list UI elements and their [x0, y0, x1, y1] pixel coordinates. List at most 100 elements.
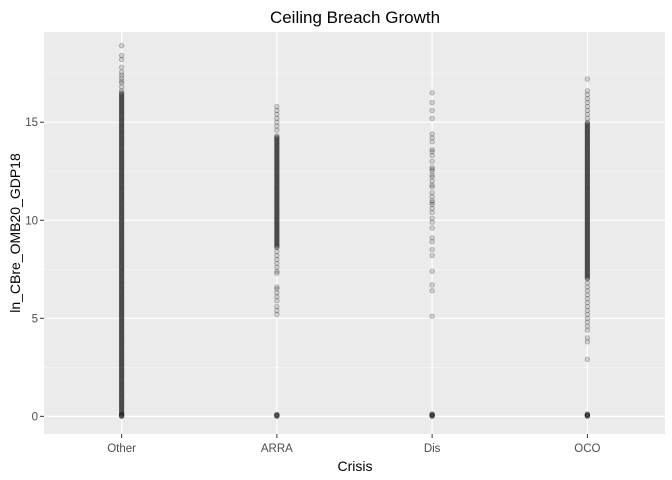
data-point: [118, 332, 125, 338]
data-point: [584, 203, 591, 210]
data-point: [274, 193, 280, 199]
data-point: [584, 214, 591, 221]
data-point: [118, 412, 125, 419]
data-point: [118, 359, 125, 366]
axis-ticks: 0 5 10 15 Other ARRA Dis OCO: [25, 117, 600, 455]
data-point: [118, 189, 125, 195]
data-point: [429, 194, 435, 200]
data-point: [118, 387, 125, 393]
data-point: [584, 103, 591, 110]
data-point: [584, 141, 591, 147]
data-point: [118, 406, 125, 413]
data-point: [118, 348, 125, 355]
data-point: [118, 114, 125, 121]
data-point: [118, 295, 125, 302]
data-point: [118, 213, 125, 220]
data-point: [118, 116, 125, 122]
data-point: [584, 138, 591, 144]
data-point: [274, 229, 280, 235]
data-point: [584, 413, 591, 420]
data-point: [118, 271, 125, 277]
data-point: [118, 239, 125, 245]
data-point: [274, 412, 280, 418]
data-point: [584, 145, 591, 152]
data-point: [274, 228, 280, 234]
data-point: [118, 106, 125, 113]
data-point: [584, 122, 591, 128]
data-point: [118, 345, 125, 351]
data-point: [118, 98, 125, 105]
data-point: [118, 363, 125, 370]
data-point: [584, 208, 591, 215]
data-point: [274, 411, 280, 418]
data-point: [118, 170, 125, 176]
data-point: [118, 306, 125, 313]
data-point: [118, 139, 125, 145]
data-point: [118, 352, 125, 359]
data-point: [584, 157, 591, 164]
data-point: [118, 290, 125, 296]
data-point: [118, 201, 125, 208]
data-point: [118, 264, 125, 271]
data-point: [584, 267, 591, 273]
data-point: [118, 52, 125, 59]
data-point: [584, 187, 591, 193]
data-point: [274, 284, 280, 290]
data-point: [118, 144, 125, 150]
data-point: [274, 141, 280, 147]
data-point: [118, 120, 125, 126]
data-point: [584, 171, 591, 177]
data-point: [274, 180, 280, 186]
data-point: [274, 203, 280, 210]
data-point: [118, 238, 125, 244]
data-point: [274, 175, 280, 181]
data-point: [584, 167, 591, 173]
data-point: [274, 211, 280, 218]
y-tick-label: 5: [32, 313, 38, 325]
x-tick-label: Dis: [424, 443, 441, 455]
data-point: [584, 176, 591, 182]
data-point: [584, 133, 591, 139]
data-point: [274, 244, 280, 250]
data-point: [118, 365, 125, 372]
data-point: [118, 183, 125, 189]
data-point: [118, 174, 125, 180]
data-point: [274, 264, 280, 271]
data-point: [118, 347, 125, 354]
data-point: [118, 388, 125, 394]
data-point: [584, 190, 591, 196]
data-point: [118, 179, 125, 185]
y-tick-label: 0: [32, 411, 38, 423]
data-point: [118, 135, 125, 141]
data-point: [118, 250, 125, 257]
data-point: [118, 133, 125, 139]
data-point: [118, 412, 125, 419]
data-point: [274, 139, 280, 145]
data-point: [118, 378, 125, 384]
data-point: [584, 319, 591, 325]
data-point: [118, 118, 125, 124]
data-point: [118, 298, 125, 305]
data-point: [118, 364, 125, 371]
data-point: [274, 208, 280, 215]
data-point: [584, 247, 591, 254]
data-point: [274, 177, 280, 183]
data-point: [584, 273, 591, 279]
data-point: [584, 140, 591, 146]
data-point: [274, 206, 280, 213]
data-point: [584, 168, 591, 174]
data-point: [274, 103, 280, 110]
data-point: [584, 121, 591, 127]
data-point: [118, 308, 125, 315]
data-point: [118, 371, 125, 377]
data-point: [118, 263, 125, 270]
data-point: [118, 99, 125, 106]
data-point: [584, 244, 591, 250]
data-point: [118, 210, 125, 217]
data-point: [118, 160, 125, 167]
data-point: [118, 215, 125, 221]
data-point: [584, 251, 591, 258]
data-point: [118, 251, 125, 258]
data-point: [118, 323, 125, 329]
data-point: [118, 138, 125, 144]
